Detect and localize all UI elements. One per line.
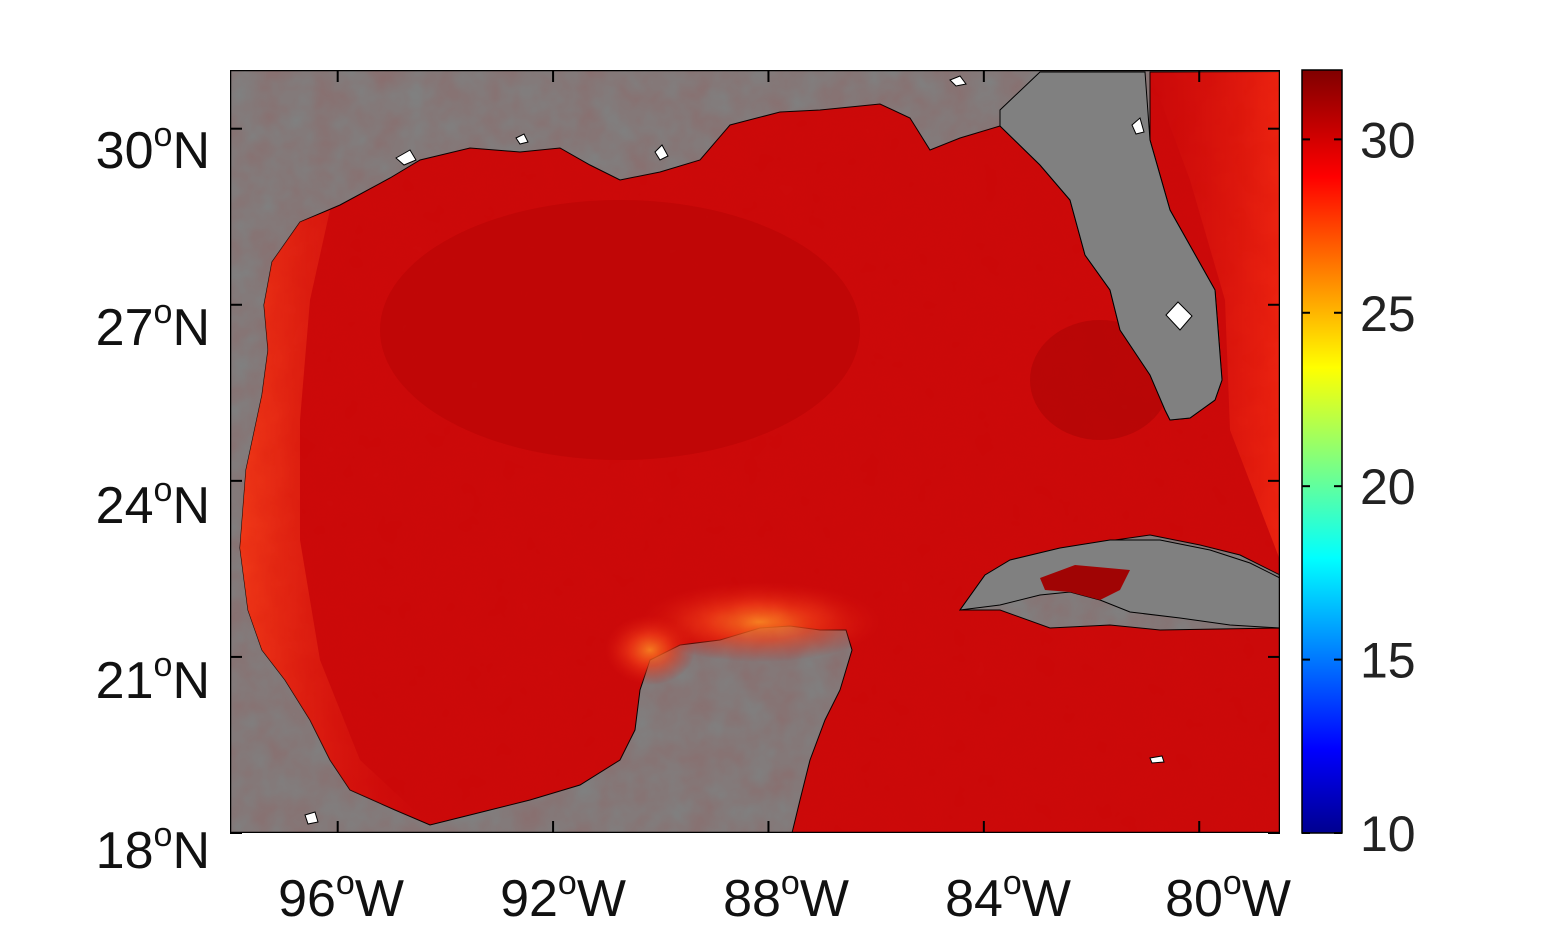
y-tick-label: 30oN bbox=[96, 116, 210, 180]
colorbar-tick-label: 20 bbox=[1360, 459, 1416, 515]
colorbar-tick-label: 10 bbox=[1360, 806, 1416, 862]
colorbar-gradient bbox=[1301, 69, 1343, 834]
x-tick-label: 88oW bbox=[723, 864, 849, 928]
cuba-red-patch bbox=[1040, 565, 1130, 600]
colorbar-tick-label: 15 bbox=[1360, 633, 1416, 689]
y-tick-label: 27oN bbox=[96, 293, 210, 357]
land-masses bbox=[958, 71, 1280, 629]
colorbar-tick-label: 25 bbox=[1360, 286, 1416, 342]
x-tick-label: 84oW bbox=[945, 864, 1071, 928]
colorbar-tick-label: 30 bbox=[1360, 112, 1416, 168]
y-tick-marks bbox=[230, 127, 1280, 834]
y-tick-label: 24oN bbox=[96, 471, 210, 535]
x-tick-marks bbox=[336, 70, 1201, 833]
colorbar-labels: 30 25 20 15 10 bbox=[1360, 112, 1416, 862]
x-tick-label: 92oW bbox=[500, 864, 626, 928]
small-islands bbox=[304, 75, 1193, 825]
florida-peninsula bbox=[999, 71, 1223, 421]
x-tick-label: 80oW bbox=[1165, 864, 1291, 928]
colorbar: 30 25 20 15 10 bbox=[1301, 69, 1416, 862]
x-tick-labels: 96oW 92oW 88oW 84oW 80oW bbox=[278, 864, 1291, 928]
colorbar-ticks bbox=[1302, 138, 1342, 834]
y-tick-label: 18oN bbox=[96, 816, 210, 880]
sst-map-plot bbox=[230, 70, 1280, 833]
y-tick-labels: 30oN 27oN 24oN 21oN 18oN bbox=[96, 116, 210, 880]
y-tick-label: 21oN bbox=[96, 646, 210, 710]
x-tick-label: 96oW bbox=[278, 864, 404, 928]
